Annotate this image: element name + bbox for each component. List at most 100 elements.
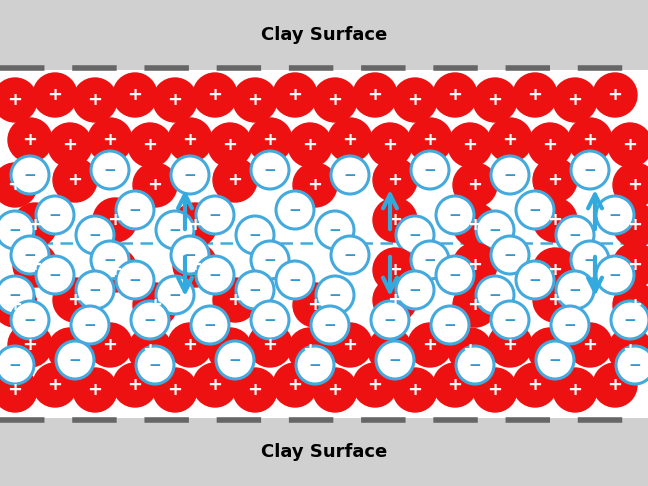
- Circle shape: [171, 156, 209, 194]
- Text: −: −: [288, 203, 301, 218]
- Text: +: +: [463, 341, 478, 359]
- Text: +: +: [288, 376, 303, 394]
- Circle shape: [273, 363, 317, 407]
- Text: +: +: [367, 86, 382, 104]
- Text: +: +: [102, 131, 117, 149]
- Text: −: −: [89, 282, 101, 297]
- Circle shape: [0, 211, 34, 249]
- Text: −: −: [343, 247, 356, 262]
- Text: −: −: [209, 208, 222, 223]
- Text: +: +: [408, 91, 422, 109]
- Text: +: +: [167, 91, 183, 109]
- Circle shape: [368, 328, 412, 372]
- Text: −: −: [168, 288, 181, 302]
- Circle shape: [248, 323, 292, 367]
- Circle shape: [396, 271, 434, 309]
- Text: +: +: [47, 376, 62, 394]
- Text: +: +: [303, 136, 318, 154]
- Circle shape: [596, 196, 634, 234]
- Text: −: −: [23, 168, 36, 183]
- Circle shape: [48, 328, 92, 372]
- Circle shape: [88, 323, 132, 367]
- Text: −: −: [329, 288, 341, 302]
- Circle shape: [373, 278, 417, 322]
- Circle shape: [456, 346, 494, 384]
- Text: +: +: [467, 176, 483, 194]
- Text: −: −: [529, 203, 541, 218]
- Circle shape: [73, 78, 117, 122]
- Text: +: +: [548, 261, 562, 279]
- Text: −: −: [168, 223, 181, 238]
- Circle shape: [516, 261, 554, 299]
- Circle shape: [288, 123, 332, 167]
- Circle shape: [313, 78, 357, 122]
- Circle shape: [88, 118, 132, 162]
- Text: +: +: [467, 296, 483, 314]
- Text: Clay Surface: Clay Surface: [261, 443, 387, 461]
- Text: +: +: [248, 91, 262, 109]
- Text: +: +: [583, 336, 597, 354]
- Circle shape: [453, 283, 497, 327]
- Text: +: +: [308, 296, 323, 314]
- Circle shape: [571, 241, 609, 279]
- Text: +: +: [47, 86, 62, 104]
- Circle shape: [33, 363, 77, 407]
- Text: −: −: [503, 247, 516, 262]
- Circle shape: [11, 301, 49, 339]
- Circle shape: [56, 341, 94, 379]
- Circle shape: [613, 283, 648, 327]
- Circle shape: [128, 123, 172, 167]
- Circle shape: [571, 151, 609, 189]
- Text: +: +: [548, 211, 562, 229]
- Text: −: −: [584, 162, 596, 177]
- Text: −: −: [608, 267, 621, 282]
- Text: +: +: [23, 131, 38, 149]
- Circle shape: [251, 151, 289, 189]
- Text: +: +: [227, 171, 242, 189]
- Text: −: −: [8, 288, 21, 302]
- Circle shape: [491, 301, 529, 339]
- Circle shape: [213, 158, 257, 202]
- Circle shape: [133, 283, 177, 327]
- Text: +: +: [627, 296, 643, 314]
- Circle shape: [276, 191, 314, 229]
- Circle shape: [408, 118, 452, 162]
- Circle shape: [393, 368, 437, 412]
- Circle shape: [233, 78, 277, 122]
- Text: +: +: [548, 171, 562, 189]
- Text: −: −: [629, 358, 642, 372]
- Circle shape: [93, 198, 137, 242]
- Text: +: +: [382, 136, 397, 154]
- Text: +: +: [108, 211, 122, 229]
- Text: −: −: [128, 273, 141, 288]
- Text: −: −: [503, 312, 516, 328]
- Text: +: +: [627, 176, 643, 194]
- Circle shape: [196, 196, 234, 234]
- Text: +: +: [222, 136, 238, 154]
- Circle shape: [0, 283, 37, 327]
- Circle shape: [536, 341, 574, 379]
- Text: +: +: [388, 261, 402, 279]
- Text: −: −: [329, 223, 341, 238]
- Text: −: −: [448, 208, 461, 223]
- Text: +: +: [583, 131, 597, 149]
- Circle shape: [293, 283, 337, 327]
- Text: −: −: [8, 223, 21, 238]
- Text: +: +: [87, 91, 102, 109]
- Circle shape: [393, 78, 437, 122]
- Text: +: +: [288, 86, 303, 104]
- Text: −: −: [564, 317, 576, 332]
- Circle shape: [251, 301, 289, 339]
- Text: +: +: [167, 381, 183, 399]
- Text: +: +: [222, 341, 238, 359]
- Text: +: +: [487, 91, 502, 109]
- Text: −: −: [148, 358, 161, 372]
- Circle shape: [453, 243, 497, 287]
- Circle shape: [296, 346, 334, 384]
- Text: +: +: [463, 136, 478, 154]
- Text: −: −: [49, 208, 62, 223]
- Circle shape: [208, 123, 252, 167]
- Text: +: +: [8, 176, 23, 194]
- Text: +: +: [187, 216, 202, 234]
- Circle shape: [433, 73, 477, 117]
